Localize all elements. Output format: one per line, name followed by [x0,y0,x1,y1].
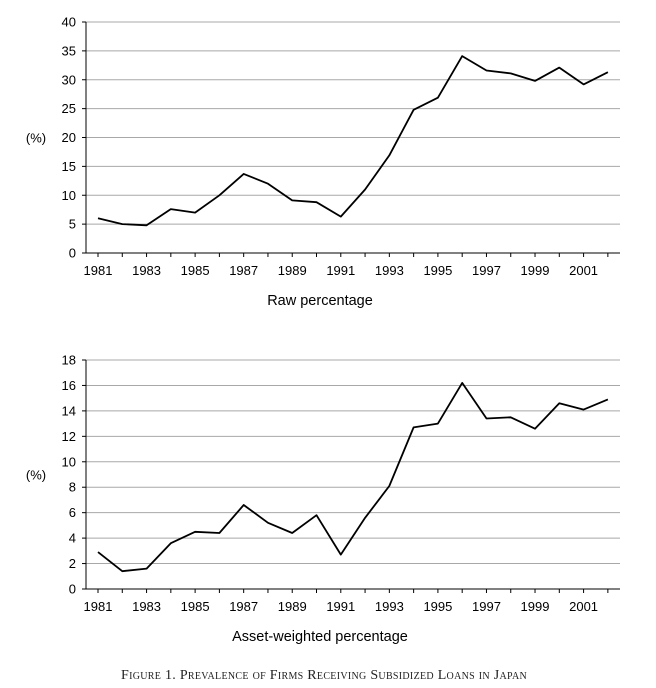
x-tick-label: 1999 [521,263,550,278]
y-tick-label: 30 [62,72,76,87]
x-tick-label: 2001 [569,263,598,278]
y-tick-label: 4 [69,531,76,546]
y-tick-label: 40 [62,15,76,30]
y-tick-label: 20 [62,130,76,145]
y-tick-label: 16 [62,378,76,393]
x-tick-label: 2001 [569,599,598,614]
x-axis-title: Raw percentage [267,293,373,309]
x-tick-label: 1983 [132,263,161,278]
y-tick-label: 6 [69,505,76,520]
x-tick-label: 1985 [181,599,210,614]
x-tick-label: 1991 [326,263,355,278]
raw-percentage-chart: 0 5 10 15 20 25 30 35 40 1981 1983 1985 1987 1989 1991… [26,15,620,309]
y-tick-label: 0 [69,246,76,261]
x-tick-label: 1993 [375,599,404,614]
y-tick-label: 14 [62,403,76,418]
y-tick-label: 10 [62,188,76,203]
y-tick-label: 15 [62,159,76,174]
x-tick-label: 1989 [278,263,307,278]
y-tick-label: 0 [69,582,76,597]
y-tick-label: 35 [62,43,76,58]
x-tick-label: 1999 [521,599,550,614]
series-line [97,381,609,573]
asset-weighted-percentage-chart: 0 2 4 6 8 10 12 14 16 18 1981 1983 1985 1987 1989 1991 1… [26,353,620,645]
x-tick-label: 1987 [229,599,258,614]
y-axis-label: (%) [26,131,46,146]
x-tick-label: 1981 [84,599,113,614]
x-tick-label: 1987 [229,263,258,278]
y-tick-label: 2 [69,556,76,571]
x-tick-label: 1985 [181,263,210,278]
y-tick-label: 5 [69,217,76,232]
x-tick-label: 1983 [132,599,161,614]
x-tick-label: 1981 [84,263,113,278]
x-tick-label: 1989 [278,599,307,614]
x-tick-label: 1997 [472,599,501,614]
x-tick-label: 1991 [326,599,355,614]
x-tick-label: 1997 [472,263,501,278]
x-tick-label: 1993 [375,263,404,278]
y-tick-label: 18 [62,353,76,368]
y-tick-label: 8 [69,480,76,495]
x-tick-label: 1995 [423,263,452,278]
y-tick-label: 10 [62,454,76,469]
series-line [97,55,609,227]
x-tick-label: 1995 [423,599,452,614]
figure-caption: Figure 1. Prevalence of Firms Receiving … [121,668,527,683]
y-tick-label: 25 [62,101,76,116]
y-axis-label: (%) [26,468,46,483]
y-tick-label: 12 [62,429,76,444]
x-axis-title: Asset-weighted percentage [232,629,408,645]
